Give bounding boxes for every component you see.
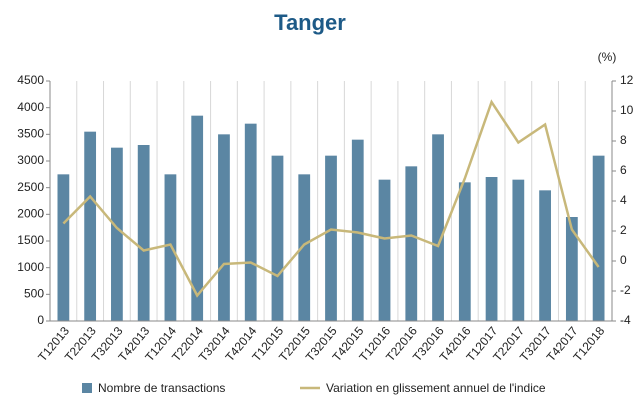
y2-tick-label: -2 [620,283,631,297]
y2-tick-label: 8 [620,133,627,147]
bar [405,166,418,321]
y2-tick-label: 10 [620,103,634,117]
legend-label: Nombre de transactions [98,381,225,395]
y2-tick-label: -4 [620,313,631,327]
legend-label: Variation en glissement annuel de l'indi… [326,381,546,395]
bar [191,115,204,322]
line [62,99,600,298]
legend-swatch [82,383,92,393]
y-tick-label: 3000 [17,153,44,167]
bar [164,174,177,321]
y-tick-label: 4500 [17,73,44,87]
y2-tick-label: 0 [620,253,627,267]
y-tick-label: 4000 [17,100,44,114]
y2-tick-label: 12 [620,73,634,87]
bar [57,174,70,321]
y-tick-label: 1500 [17,233,44,247]
bar [485,177,498,321]
y2-tick-label: 2 [620,223,627,237]
bar [298,174,311,321]
y-tick-label: 2000 [17,207,44,221]
bar [137,145,150,321]
y2-tick-label: 4 [620,193,627,207]
y2-tick-label: 6 [620,163,627,177]
bar [325,155,337,321]
bar [218,134,230,321]
bar [111,147,123,321]
bar [539,190,551,321]
y-tick-label: 1000 [17,260,44,274]
bar [84,131,97,321]
bar [458,182,471,321]
bar [271,155,284,321]
bar [432,134,444,321]
bar [592,155,605,321]
y2-axis-label: (%) [598,50,617,64]
chart-title: Tanger [274,10,346,35]
bar [351,139,364,321]
bar [378,179,391,321]
y-tick-label: 500 [24,287,44,301]
y-tick-label: 2500 [17,180,44,194]
bar [565,217,578,321]
y-tick-label: 3500 [17,127,44,141]
y-tick-label: 0 [37,313,44,327]
bar [512,179,525,321]
bar [244,123,257,322]
